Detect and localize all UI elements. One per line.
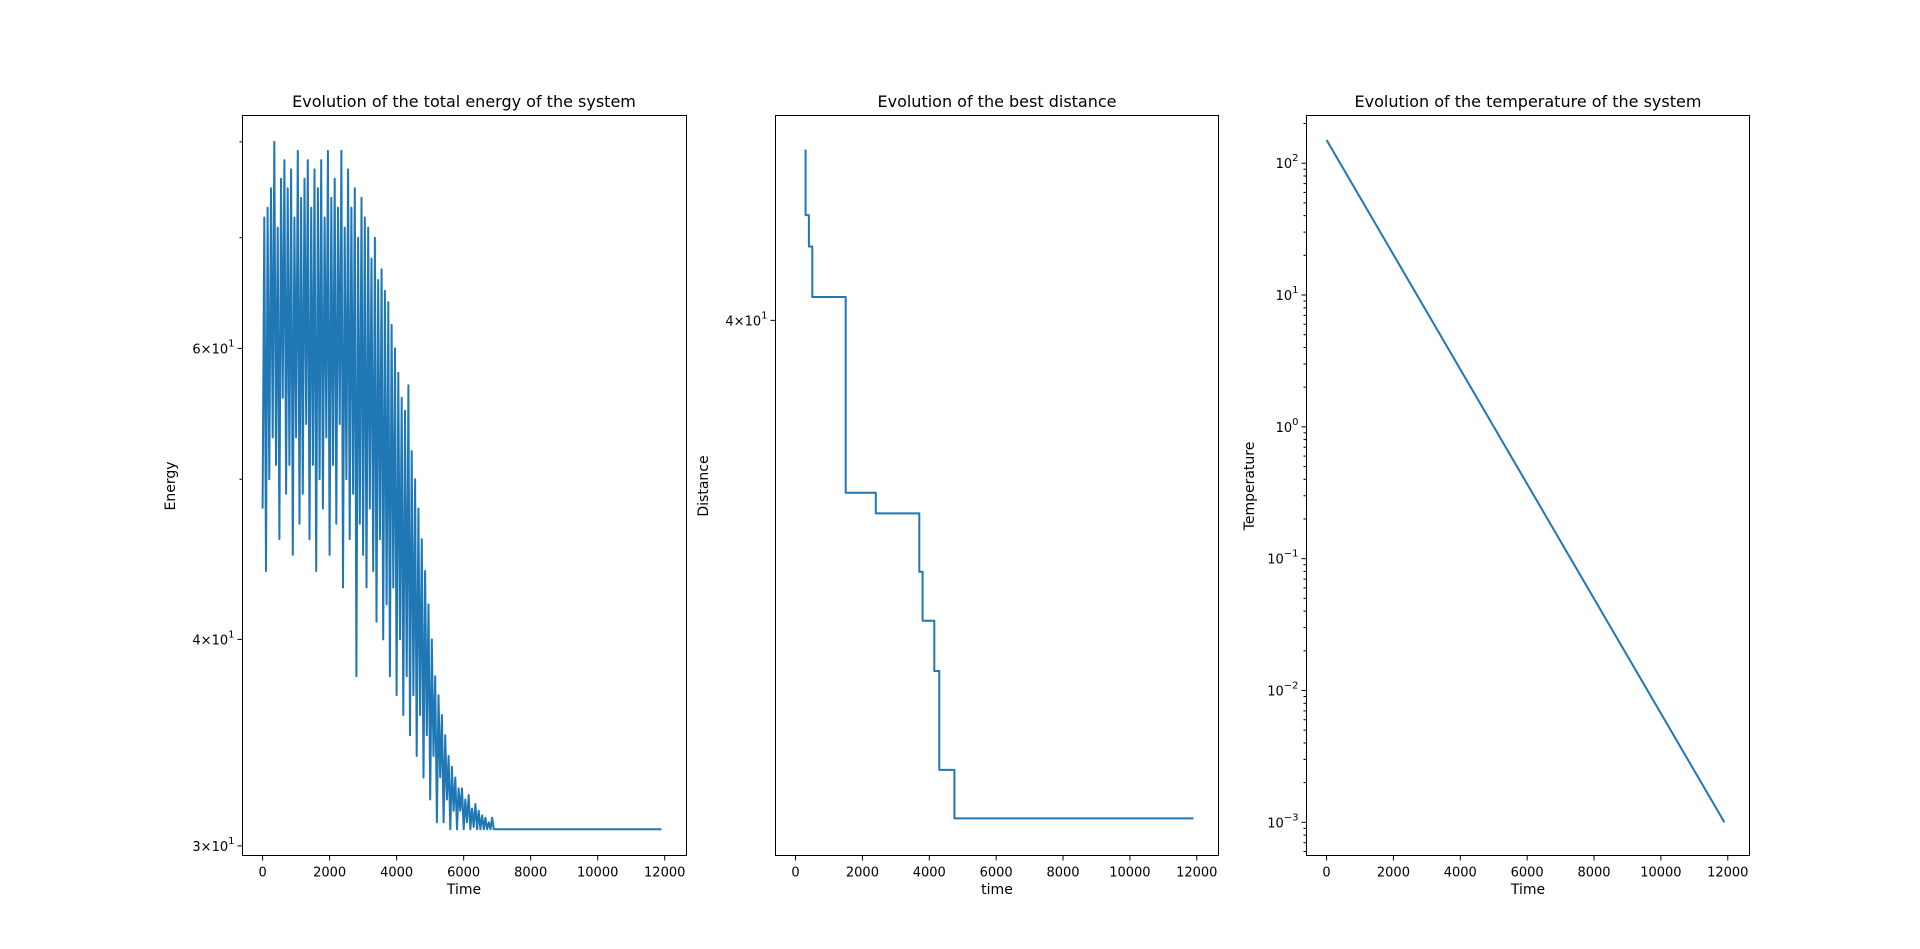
energy-y-tick-label: 3×101 <box>192 836 234 855</box>
energy-y-ticks: 3×101 4×101 6×101 <box>192 141 243 855</box>
temperature-y-tick-label: 10−1 <box>1267 549 1298 568</box>
energy-y-tick-label: 6×101 <box>192 338 234 357</box>
distance-y-ticks: 4×101 <box>725 310 776 329</box>
temperature-y-label: Temperature <box>1242 442 1258 532</box>
energy-x-tick-label: 2000 <box>313 866 346 881</box>
distance-series-line <box>804 149 1194 820</box>
distance-y-label: Distance <box>696 455 712 516</box>
temperature-x-label: Time <box>1510 882 1545 898</box>
energy-series <box>261 140 662 831</box>
temperature-y-tick-label: 100 <box>1276 417 1299 436</box>
distance-x-ticks: 0 2000 4000 6000 8000 10000 12000 <box>791 855 1217 881</box>
distance-y-tick-label: 4×101 <box>725 310 767 329</box>
energy-x-tick-label: 6000 <box>447 866 480 881</box>
temperature-series <box>1325 139 1726 823</box>
energy-x-tick-label: 10000 <box>577 866 618 881</box>
distance-x-tick-label: 12000 <box>1176 866 1217 881</box>
temperature-y-tick-label: 10−2 <box>1267 680 1298 699</box>
temperature-x-ticks: 0 2000 4000 6000 8000 10000 12000 <box>1322 855 1748 881</box>
energy-x-tick-label: 12000 <box>644 866 685 881</box>
temperature-x-tick-label: 10000 <box>1640 866 1681 881</box>
distance-x-tick-label: 8000 <box>1046 866 1079 881</box>
temperature-x-tick-label: 12000 <box>1707 866 1748 881</box>
distance-plot-frame <box>775 115 1219 856</box>
energy-series-line <box>261 140 662 831</box>
distance-panel: Evolution of the best distance time Dist… <box>696 92 1219 898</box>
temperature-x-tick-label: 4000 <box>1444 866 1477 881</box>
temperature-series-line <box>1325 139 1726 823</box>
distance-x-tick-label: 4000 <box>913 866 946 881</box>
distance-x-tick-label: 2000 <box>846 866 879 881</box>
distance-x-tick-label: 6000 <box>980 866 1013 881</box>
energy-y-tick-label: 4×101 <box>192 629 234 648</box>
temperature-y-ticks: 10−3 10−2 10−1 100 101 102 <box>1267 123 1307 853</box>
energy-x-ticks: 0 2000 4000 6000 8000 10000 12000 <box>258 855 685 881</box>
energy-y-label: Energy <box>163 461 179 510</box>
temperature-x-tick-label: 2000 <box>1377 866 1410 881</box>
temperature-x-tick-label: 8000 <box>1577 866 1610 881</box>
energy-x-label: Time <box>446 882 481 898</box>
temperature-y-tick-label: 10−3 <box>1267 812 1298 831</box>
distance-x-tick-label: 10000 <box>1109 866 1150 881</box>
temperature-x-tick-label: 0 <box>1322 866 1330 881</box>
temperature-plot-frame <box>1306 115 1750 856</box>
energy-panel: Evolution of the total energy of the sys… <box>163 92 687 898</box>
temperature-panel: Evolution of the temperature of the syst… <box>1242 92 1750 898</box>
distance-x-tick-label: 0 <box>791 866 799 881</box>
energy-x-tick-label: 8000 <box>514 866 547 881</box>
distance-series <box>804 149 1194 820</box>
distance-x-label: time <box>981 882 1013 898</box>
temperature-x-tick-label: 6000 <box>1511 866 1544 881</box>
temperature-title: Evolution of the temperature of the syst… <box>1355 92 1702 111</box>
temperature-y-tick-label: 102 <box>1276 153 1299 172</box>
energy-title: Evolution of the total energy of the sys… <box>292 92 636 111</box>
distance-title: Evolution of the best distance <box>877 92 1116 111</box>
temperature-y-tick-label: 101 <box>1276 285 1299 304</box>
energy-plot-frame <box>242 115 687 856</box>
energy-x-tick-label: 0 <box>258 866 266 881</box>
energy-x-tick-label: 4000 <box>380 866 413 881</box>
